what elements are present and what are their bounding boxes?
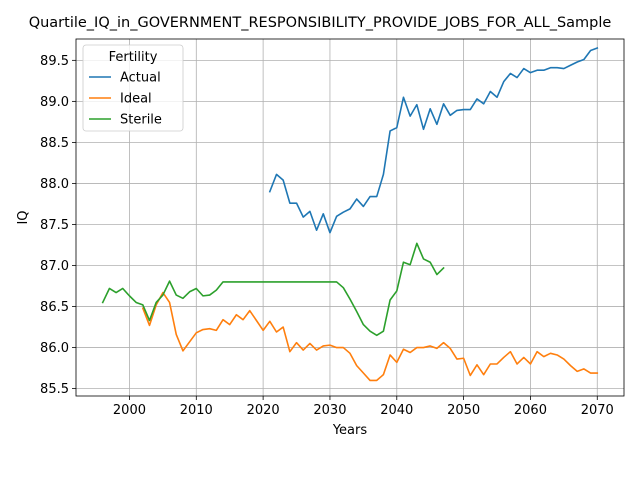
- legend: Fertility Actual Ideal Sterile: [82, 44, 184, 132]
- y-axis-label: IQ: [16, 210, 31, 224]
- chart-title: Quartile_IQ_in_GOVERNMENT_RESPONSIBILITY…: [29, 15, 612, 31]
- x-tick-label: 2030: [313, 403, 346, 418]
- x-tick-label: 2060: [514, 403, 547, 418]
- x-tick-label: 2020: [247, 403, 280, 418]
- x-tick-label: 2070: [581, 403, 614, 418]
- x-tick-label: 2040: [380, 403, 413, 418]
- y-tick-label: 86.5: [40, 300, 69, 315]
- series-line-actual: [268, 47, 599, 234]
- legend-label-actual: Actual: [120, 71, 161, 86]
- legend-title: Fertility: [109, 50, 158, 65]
- y-tick-label: 86.0: [40, 341, 69, 356]
- y-tick-label: 88.5: [40, 136, 69, 151]
- y-tick-label: 85.5: [40, 382, 69, 397]
- x-tick-label: 2010: [180, 403, 213, 418]
- series-lines: [101, 47, 599, 382]
- y-tick-label: 87.0: [40, 259, 69, 274]
- legend-label-ideal: Ideal: [120, 92, 152, 107]
- plot-frame: [75, 38, 625, 397]
- y-tick-label: 89.0: [40, 95, 69, 110]
- y-tick-label: 89.5: [40, 54, 69, 69]
- y-tick-label: 88.0: [40, 177, 69, 192]
- series-line-ideal: [141, 291, 599, 382]
- x-tick-label: 2050: [447, 403, 480, 418]
- y-tick-label: 87.5: [40, 218, 69, 233]
- legend-box: [82, 44, 184, 132]
- grid: [76, 39, 624, 396]
- series-line-sterile: [101, 242, 445, 337]
- y-axis-ticks: 85.5 86.0 86.5 87.0 87.5 88.0 88.5 89.0 89.5: [40, 54, 76, 397]
- legend-entries: Actual Ideal Sterile: [89, 71, 162, 128]
- x-axis-ticks: 2000 2010 2020 2030 2040 2050 2060 2070: [113, 396, 614, 418]
- x-axis-label: Years: [332, 423, 368, 438]
- legend-label-sterile: Sterile: [120, 113, 162, 128]
- x-tick-label: 2000: [113, 403, 146, 418]
